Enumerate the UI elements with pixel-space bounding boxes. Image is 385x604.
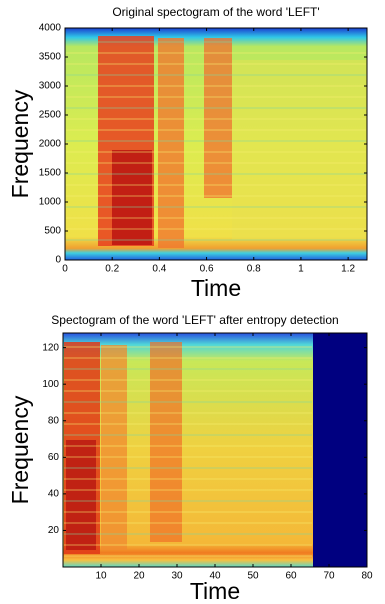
x-tick-label: 1.2	[341, 264, 355, 275]
x-tick-label: 10	[95, 571, 107, 582]
y-tick-label: 2000	[39, 139, 62, 150]
y-axis-label: Frequency	[7, 395, 33, 504]
chart-title: Original spectogram of the word 'LEFT'	[112, 5, 319, 19]
spectrogram-image	[63, 333, 367, 567]
x-tick-label: 1	[298, 264, 304, 275]
x-tick-label: 0	[62, 264, 68, 275]
x-tick-label: 20	[133, 571, 145, 582]
y-tick-label: 100	[42, 379, 59, 390]
x-tick-label: 50	[247, 571, 259, 582]
x-tick-label: 0.8	[247, 264, 261, 275]
spectrogram-image	[65, 28, 367, 260]
y-axis-label: Frequency	[7, 89, 33, 198]
y-tick-label: 500	[44, 226, 61, 237]
x-tick-label: 0.4	[152, 264, 166, 275]
y-tick-label: 1000	[39, 197, 62, 208]
y-tick-label: 3500	[39, 52, 62, 63]
x-tick-label: 70	[323, 571, 335, 582]
y-tick-label: 0	[55, 255, 61, 266]
y-tick-label: 40	[48, 489, 60, 500]
x-tick-label: 0.2	[105, 264, 119, 275]
x-tick-label: 40	[209, 571, 221, 582]
y-tick-label: 1500	[39, 168, 62, 179]
x-axis-label: Time	[190, 578, 240, 604]
y-tick-label: 20	[48, 525, 60, 536]
spectrogram-streaks	[64, 41, 366, 557]
x-tick-label: 80	[361, 571, 373, 582]
y-tick-label: 120	[42, 342, 59, 353]
x-tick-label: 60	[285, 571, 297, 582]
y-tick-label: 2500	[39, 110, 62, 121]
y-tick-label: 60	[48, 452, 60, 463]
y-tick-label: 80	[48, 415, 60, 426]
chart-title: Spectogram of the word 'LEFT' after entr…	[51, 313, 338, 327]
y-tick-label: 3000	[39, 81, 62, 92]
x-tick-label: 30	[171, 571, 183, 582]
x-axis-label: Time	[191, 275, 241, 301]
y-tick-label: 4000	[39, 23, 62, 34]
x-tick-label: 0.6	[200, 264, 214, 275]
